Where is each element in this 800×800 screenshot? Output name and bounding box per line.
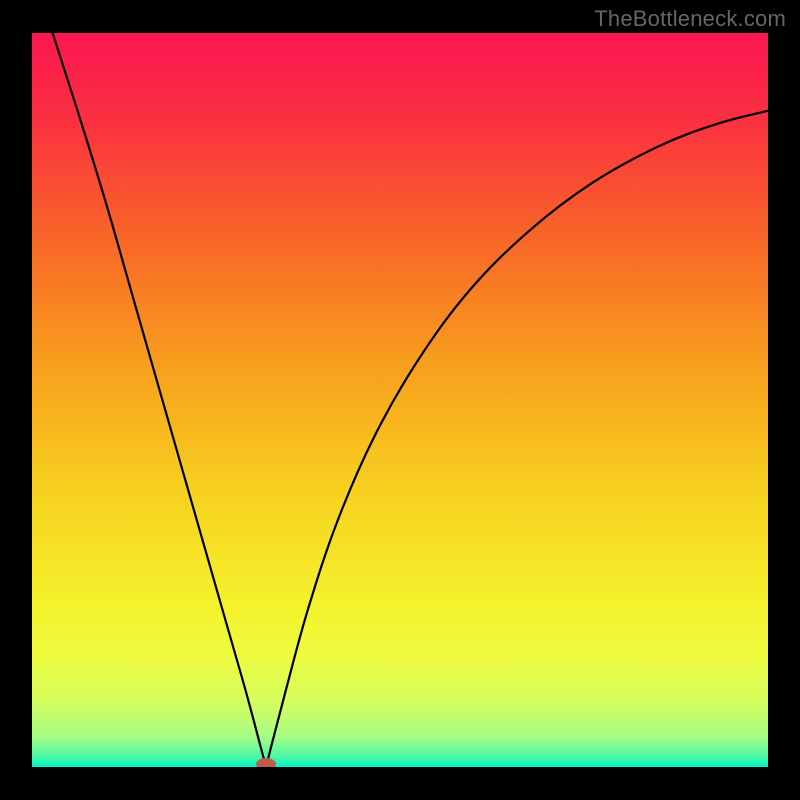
plot-area — [32, 33, 768, 767]
vertex-marker — [256, 758, 276, 767]
bottleneck-curve — [32, 33, 768, 767]
watermark-text: TheBottleneck.com — [594, 6, 786, 32]
chart-frame: TheBottleneck.com — [0, 0, 800, 800]
curve-path — [53, 33, 768, 767]
